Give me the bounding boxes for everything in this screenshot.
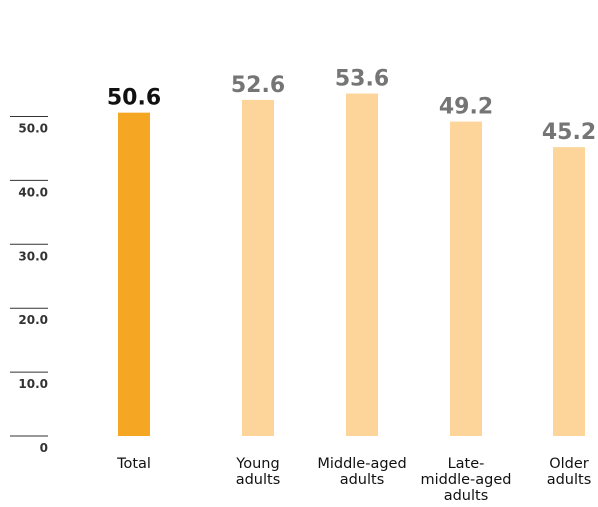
bar-value-label: 45.2 [542,120,596,145]
y-tick-label: 10.0 [18,377,48,391]
category-label: Late- [448,456,485,472]
bar [118,112,150,436]
bar [346,93,378,436]
bar [450,121,482,436]
bar-value-label: 50.6 [107,86,161,111]
bar-value-label: 52.6 [231,73,285,98]
y-tick-label: 0 [40,441,48,455]
bar-value-label: 49.2 [439,95,493,120]
bars [118,93,585,437]
category-label: Middle-aged [317,456,406,472]
bar [553,147,585,436]
y-tick-label: 40.0 [18,185,48,199]
category-label: Older [549,456,589,472]
category-label: adults [547,472,592,488]
y-tick-label: 30.0 [18,249,48,263]
category-label: adults [236,472,281,488]
category-label: Total [116,456,151,472]
category-label: middle-aged [421,472,512,488]
y-tick-label: 50.0 [18,122,48,136]
y-tick-label: 20.0 [18,313,48,327]
category-label: Young [235,456,279,472]
bar [242,99,274,437]
value-labels: 50.6 52.6 53.6 49.2 45.2 [107,66,596,145]
y-axis: 0 10.0 20.0 30.0 40.0 50.0 [10,116,48,455]
category-label: adults [340,472,385,488]
bar-value-label: 53.6 [335,66,389,91]
category-label: adults [444,488,489,504]
category-labels: Total YoungadultsMiddle-agedadultsLate-mi… [116,456,591,504]
